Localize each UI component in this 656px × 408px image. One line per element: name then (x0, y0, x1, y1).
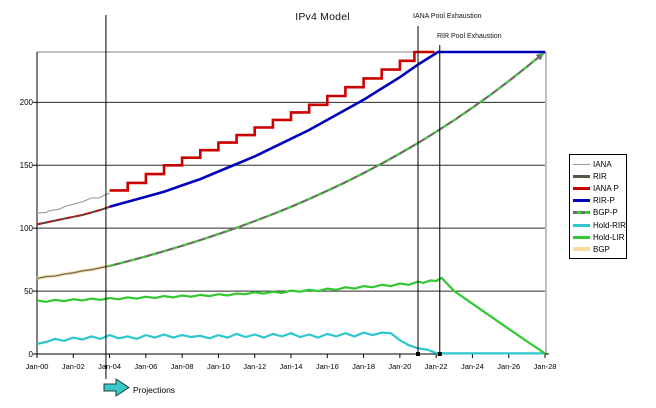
legend-label: Hold-RIR (593, 220, 626, 230)
x-tick-label-Jan-26: Jan-26 (497, 362, 521, 371)
y-tick-label-0: 0 (28, 350, 33, 359)
legend-swatch-hold-lir (573, 235, 590, 239)
legend-label: RIR-P (593, 196, 615, 206)
legend-item-rir: RIR (573, 170, 624, 182)
legend-item-hold-lir: Hold-LIR (573, 231, 625, 243)
x-tick-label-Jan-24: Jan-24 (460, 362, 484, 371)
x-tick-label-Jan-10: Jan-10 (206, 362, 230, 371)
x-tick-label-Jan-22: Jan-22 (424, 362, 448, 371)
legend-item-hold-rir: Hold-RIR (573, 219, 626, 231)
legend-label: RIR (593, 171, 607, 181)
x-tick-label-Jan-14: Jan-14 (279, 362, 303, 371)
y-tick-label-50: 50 (24, 287, 33, 297)
x-tick-label-Jan-08: Jan-08 (170, 362, 194, 371)
x-tick-label-Jan-16: Jan-16 (315, 362, 339, 371)
x-tick-label-Jan-28: Jan-28 (533, 362, 557, 371)
legend-swatch-rir-p (573, 199, 590, 203)
legend-swatch-iana-p (573, 186, 590, 190)
series-rir-historical-fit-overlay (36, 205, 110, 226)
projections-arrow-icon (103, 378, 130, 397)
rir-exhaustion-label: RIR Pool Exhaustion (437, 33, 502, 40)
legend-swatch-bgp (573, 247, 590, 252)
y-tick-label-100: 100 (19, 224, 33, 234)
series-iana-projection (109, 50, 435, 192)
y-tick-label-150: 150 (19, 161, 33, 171)
rir-exhaustion-line-base-marker (437, 352, 442, 356)
legend-item-bgp: BGP (573, 243, 624, 255)
iana-exhaustion-line-base-marker (416, 352, 420, 356)
x-tick-label-Jan-00: Jan-00 (25, 362, 49, 371)
series-iana-historical (36, 192, 110, 214)
legend-item-bgp-p: BGP-P (573, 207, 624, 219)
x-tick-label-Jan-18: Jan-18 (352, 362, 376, 371)
y-tick-label-200: 200 (19, 98, 33, 108)
x-tick-label-Jan-12: Jan-12 (243, 362, 267, 371)
legend-swatch-hold-rir (573, 223, 590, 227)
legend-swatch-iana (573, 163, 590, 165)
series-rir-projection (109, 50, 545, 209)
iana-exhaustion-label: IANA Pool Exhaustion (413, 13, 482, 20)
series-bgp-historical-fit-overlay (36, 265, 110, 280)
x-tick-label-Jan-04: Jan-04 (98, 362, 122, 371)
series-bgp-projection-accent (109, 51, 546, 267)
projections-label: Projections (133, 385, 176, 395)
legend-label: Hold-LIR (593, 232, 625, 242)
legend-label: IANA P (593, 183, 619, 193)
legend: IANA RIR IANA P RIR-P BGP-P Hold-RIR Hold-LIR B… (569, 154, 627, 259)
series-bgp-projection (109, 51, 546, 267)
legend-swatch-rir (573, 174, 590, 178)
legend-item-rir-p: RIR-P (573, 195, 624, 207)
legend-item-iana-p: IANA P (573, 182, 624, 194)
series-hold-rir (36, 331, 545, 355)
legend-label: BGP (593, 244, 610, 254)
legend-label: IANA (593, 159, 612, 169)
legend-items: IANA RIR IANA P RIR-P BGP-P Hold-RIR Hold-LIR B… (573, 158, 626, 256)
series-hold-lir (36, 276, 546, 355)
legend-label: BGP-P (593, 208, 618, 218)
x-tick-label-Jan-06: Jan-06 (134, 362, 158, 371)
x-tick-label-Jan-02: Jan-02 (61, 362, 85, 371)
chart-title: IPv4 Model (295, 11, 350, 23)
legend-item-iana: IANA (573, 158, 624, 170)
legend-swatch-bgp-p (573, 211, 590, 215)
x-tick-label-Jan-20: Jan-20 (388, 362, 412, 371)
